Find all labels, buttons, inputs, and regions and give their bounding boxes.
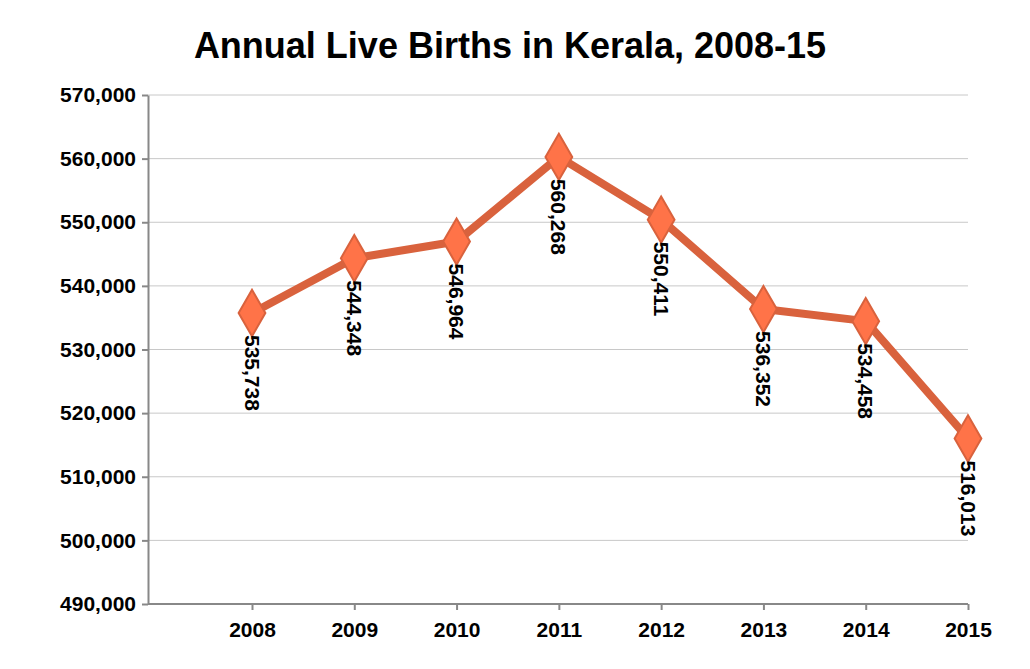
data-label: 534,458 — [854, 343, 877, 419]
x-tick-mark — [558, 604, 560, 610]
y-tick: 530,000 — [60, 338, 148, 361]
x-tick: 2012 — [638, 604, 685, 641]
y-tick-mark — [142, 158, 148, 160]
data-labels: 535,738 544,348 546,964 560,268 550,411 536,3… — [241, 179, 980, 536]
y-tick: 520,000 — [60, 401, 148, 424]
data-label: 544,348 — [343, 280, 366, 356]
marker — [955, 415, 982, 461]
title: Annual Live Births in Kerala, 2008-15 — [194, 25, 826, 66]
data-label: 516,013 — [957, 460, 980, 536]
y-tick-mark — [142, 222, 148, 224]
y-tick-label: 490,000 — [60, 592, 136, 615]
y-tick-label: 570,000 — [60, 83, 136, 106]
y-tick-label: 560,000 — [60, 147, 136, 170]
chart: Annual Live Births in Kerala, 2008-15 490… — [0, 0, 1030, 669]
y-tick-label: 540,000 — [60, 274, 136, 297]
y-tick: 510,000 — [60, 465, 148, 488]
y-tick-label: 520,000 — [60, 401, 136, 424]
x-tick-mark — [968, 604, 970, 610]
grid-line — [148, 349, 968, 350]
x-tick-mark — [661, 604, 663, 610]
y-tick-label: 500,000 — [60, 529, 136, 552]
marker — [341, 235, 368, 281]
x-axis-line — [148, 603, 968, 605]
y-tick-label: 510,000 — [60, 465, 136, 488]
grid-line — [148, 95, 968, 96]
y-tick: 540,000 — [60, 274, 148, 297]
grid-line — [148, 285, 968, 286]
x-tick-label: 2014 — [843, 618, 890, 641]
x-tick-label: 2008 — [229, 618, 276, 641]
x-tick-label: 2011 — [537, 618, 583, 641]
x-tick: 2009 — [331, 604, 378, 641]
grid-line — [148, 540, 968, 541]
y-tick-mark — [142, 285, 148, 287]
y-tick-mark — [142, 413, 148, 415]
x-tick: 2015 — [945, 604, 992, 641]
x-tick-mark — [252, 604, 254, 610]
y-tick-mark — [142, 95, 148, 97]
x-tick-mark — [456, 604, 458, 610]
x-tick-mark — [865, 604, 867, 610]
x-tick: 2013 — [741, 604, 788, 641]
x-axis: 2008 2009 2010 2011 2012 2013 2014 2015 — [148, 604, 992, 641]
x-tick-label: 2015 — [945, 618, 992, 641]
marker — [750, 286, 777, 332]
x-tick-label: 2010 — [434, 618, 481, 641]
x-tick-label: 2013 — [741, 618, 788, 641]
x-tick: 2008 — [229, 604, 276, 641]
data-label: 536,352 — [752, 331, 775, 407]
y-tick: 560,000 — [60, 147, 148, 170]
grid-line — [148, 476, 968, 477]
x-tick: 2010 — [434, 604, 481, 641]
plot-area — [239, 134, 982, 462]
y-tick-label: 530,000 — [60, 338, 136, 361]
grid-line — [148, 413, 968, 414]
grid-line — [148, 604, 968, 605]
marker — [443, 218, 470, 264]
y-tick: 500,000 — [60, 529, 148, 552]
x-tick-label: 2012 — [638, 618, 685, 641]
x-tick-mark — [763, 604, 765, 610]
x-tick: 2011 — [537, 604, 583, 641]
data-label: 546,964 — [445, 264, 468, 340]
y-tick-mark — [142, 540, 148, 542]
y-tick-mark — [142, 476, 148, 478]
y-tick-mark — [142, 349, 148, 351]
marker — [648, 196, 675, 242]
y-tick-mark — [142, 604, 148, 606]
x-tick-mark — [354, 604, 356, 610]
y-axis: 490,000 500,000 510,000 520,000 530,000 540,0… — [60, 83, 148, 615]
data-label: 560,268 — [547, 179, 570, 255]
y-tick: 490,000 — [60, 592, 148, 615]
marker — [545, 134, 572, 180]
y-tick-label: 550,000 — [60, 210, 136, 233]
marker — [852, 298, 879, 344]
x-tick-label: 2009 — [331, 618, 378, 641]
marker — [239, 290, 266, 336]
data-label: 550,411 — [650, 242, 673, 317]
grid — [148, 95, 968, 604]
x-tick: 2014 — [843, 604, 890, 641]
data-label: 535,738 — [241, 335, 264, 411]
y-tick: 550,000 — [60, 210, 148, 233]
y-tick: 570,000 — [60, 83, 148, 106]
line — [252, 157, 968, 439]
